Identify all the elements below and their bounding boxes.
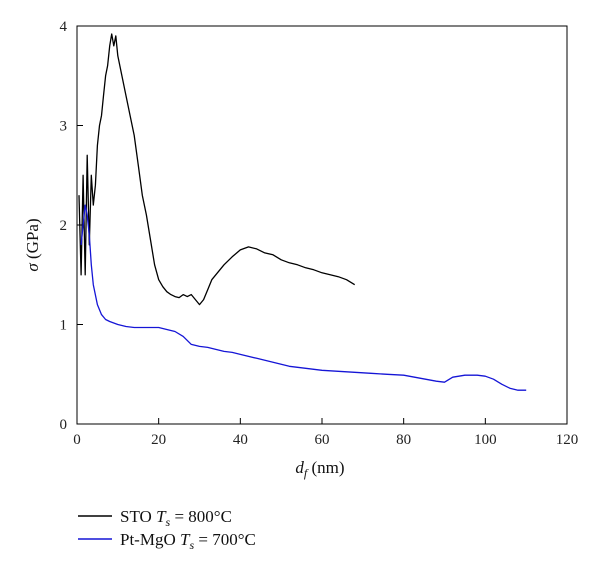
x-tick-label-6: 120 — [556, 432, 579, 448]
x-axis-label: df (nm) — [295, 458, 344, 480]
x-tick-label-2: 40 — [233, 432, 248, 448]
legend-item-sto: STO Ts = 800°C — [78, 507, 232, 529]
series-line-sto — [78, 33, 356, 306]
legend-label-sto: STO Ts = 800°C — [120, 507, 232, 529]
series-line-pt-mgo — [80, 204, 527, 391]
series-layer — [78, 33, 527, 391]
x-tick-label-1: 20 — [151, 432, 166, 448]
y-tick-label-0: 0 — [60, 417, 68, 433]
legend-item-pt-mgo: Pt-MgO Ts = 700°C — [78, 530, 256, 552]
x-tick-label-5: 100 — [474, 432, 497, 448]
legend-label-pt-mgo: Pt-MgO Ts = 700°C — [120, 530, 256, 552]
y-tick-label-2: 2 — [60, 218, 68, 234]
y-tick-label-3: 3 — [60, 119, 68, 135]
y-tick-label-4: 4 — [60, 19, 68, 35]
y-axis-label: σ (GPa) — [23, 218, 42, 271]
plot-frame — [76, 25, 568, 425]
x-tick-label-4: 80 — [396, 432, 411, 448]
legend: STO Ts = 800°C Pt-MgO Ts = 700°C — [78, 507, 256, 552]
x-axis-ticks: 0 20 40 60 80 100 120 — [73, 418, 578, 448]
plot-area: 0 20 40 60 80 100 120 0 1 2 3 4 — [60, 19, 579, 448]
y-tick-label-1: 1 — [60, 318, 68, 334]
x-tick-label-0: 0 — [73, 432, 81, 448]
x-tick-label-3: 60 — [315, 432, 330, 448]
